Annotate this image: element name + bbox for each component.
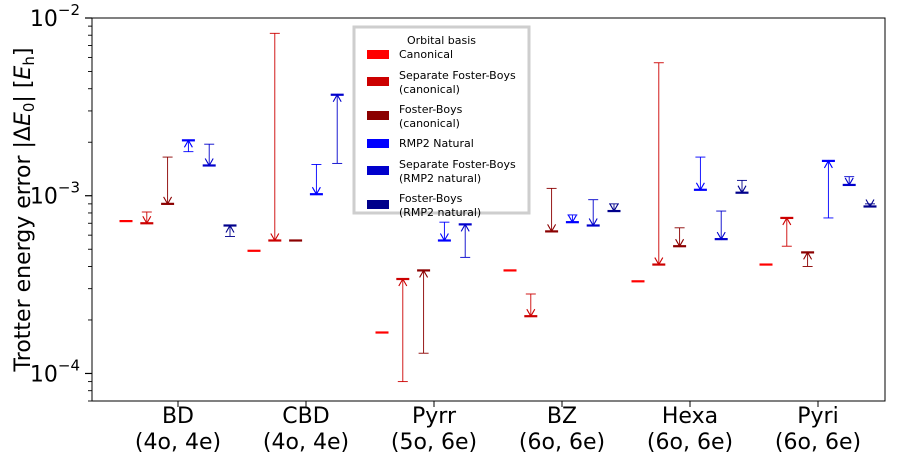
x-tick-label-basis: (6o, 6e)	[775, 430, 861, 455]
legend-label: Foster-Boys	[399, 103, 463, 116]
range-arrow	[439, 233, 449, 242]
range-arrow	[547, 224, 557, 233]
legend-swatch	[367, 111, 389, 120]
x-tick-label: Hexa	[662, 404, 718, 429]
series-mark	[437, 221, 451, 242]
range-arrow	[803, 251, 813, 260]
series-mark	[524, 293, 538, 318]
x-tick-label-basis: (4o, 4e)	[263, 430, 349, 455]
legend-swatch	[367, 77, 389, 86]
series-mark	[565, 214, 579, 224]
series-mark	[693, 156, 707, 191]
x-tick-label: CBD	[282, 404, 329, 429]
legend-label: Foster-Boys	[399, 192, 463, 205]
series-mark	[714, 210, 728, 241]
legend-entry: Foster-Boys(RMP2 natural)	[367, 192, 481, 219]
series-mark	[396, 277, 410, 383]
range-arrow	[567, 214, 577, 224]
legend-swatch	[367, 139, 389, 148]
x-tick-label: BD	[162, 404, 194, 429]
series-mark	[863, 199, 877, 208]
legend-swatch	[367, 166, 389, 175]
range-arrow	[654, 257, 664, 266]
series-mark	[181, 139, 195, 153]
x-tick-label: Pyrr	[412, 404, 457, 429]
series-mark	[673, 227, 687, 248]
series-mark	[735, 179, 749, 194]
legend-label: Separate Foster-Boys	[399, 69, 516, 82]
series-mark	[417, 269, 431, 354]
range-arrow	[163, 196, 173, 205]
range-arrow	[142, 215, 152, 225]
legend-label: (RMP2 natural)	[399, 206, 481, 219]
x-tick-label: Pyri	[797, 404, 838, 429]
legend-label: (RMP2 natural)	[399, 172, 481, 185]
series-mark	[607, 203, 621, 213]
legend-swatch	[367, 50, 389, 59]
range-arrow	[526, 308, 536, 318]
x-tick-label: BZ	[547, 404, 577, 429]
range-arrow	[716, 231, 726, 241]
x-tick-label-basis: (5o, 6e)	[391, 430, 477, 455]
legend-entry: RMP2 Natural	[367, 137, 474, 150]
legend-entry: Separate Foster-Boys(RMP2 natural)	[367, 158, 516, 185]
legend-entry: Separate Foster-Boys(canonical)	[367, 69, 516, 96]
range-arrow	[183, 139, 193, 148]
y-tick-label: 10−3	[30, 179, 80, 210]
series-mark	[161, 156, 175, 205]
y-tick-label: 10−2	[30, 1, 80, 32]
series-mark	[586, 199, 600, 227]
range-arrow	[460, 223, 470, 232]
series-mark	[458, 223, 472, 258]
legend-entry: Canonical	[367, 48, 453, 61]
range-arrow	[695, 182, 705, 191]
range-arrow	[332, 93, 342, 103]
range-arrow	[398, 277, 408, 287]
legend-title: Orbital basis	[407, 34, 476, 47]
legend-swatch	[367, 200, 389, 209]
range-arrow	[270, 233, 280, 242]
legend-label: Separate Foster-Boys	[399, 158, 516, 171]
range-arrow	[737, 185, 747, 194]
y-tick-label: 10−4	[30, 356, 80, 387]
series-mark	[545, 187, 559, 233]
series-mark	[821, 159, 835, 219]
x-axis: BD(4o, 4e)CBD(4o, 4e)Pyrr(5o, 6e)BZ(6o, …	[135, 401, 861, 455]
x-tick-label-basis: (4o, 4e)	[135, 430, 221, 455]
legend-entry: Foster-Boys(canonical)	[367, 103, 463, 130]
series-mark	[140, 211, 154, 225]
legend-label: (canonical)	[399, 83, 460, 96]
range-arrow	[225, 224, 235, 233]
series-mark	[268, 32, 282, 242]
range-arrow	[675, 238, 685, 248]
legend-label: (canonical)	[399, 117, 460, 130]
legend-label: RMP2 Natural	[399, 137, 474, 150]
legend-label: Canonical	[399, 48, 453, 61]
series-mark	[309, 163, 323, 196]
series-mark	[652, 62, 666, 266]
series-mark	[202, 143, 216, 167]
series-mark	[801, 251, 815, 267]
series-mark	[842, 176, 856, 187]
series-mark	[780, 216, 794, 247]
range-arrow	[782, 216, 792, 226]
series-mark	[223, 224, 237, 237]
x-tick-label-basis: (6o, 6e)	[519, 430, 605, 455]
y-axis-label: Trotter energy error |ΔE0| [Eh]	[11, 48, 38, 373]
range-arrow	[823, 159, 833, 169]
range-arrow	[844, 177, 854, 187]
range-arrow	[609, 203, 619, 213]
range-arrow	[419, 269, 429, 278]
range-arrow	[588, 218, 598, 227]
range-arrow	[204, 158, 214, 167]
series-marks	[119, 32, 877, 383]
range-arrow	[311, 186, 321, 196]
x-tick-label-basis: (6o, 6e)	[647, 430, 733, 455]
range-arrow	[865, 199, 875, 208]
y-axis: 10−4 10−3 10−2	[30, 1, 92, 402]
series-mark	[330, 93, 344, 164]
plot-area	[91, 17, 886, 402]
